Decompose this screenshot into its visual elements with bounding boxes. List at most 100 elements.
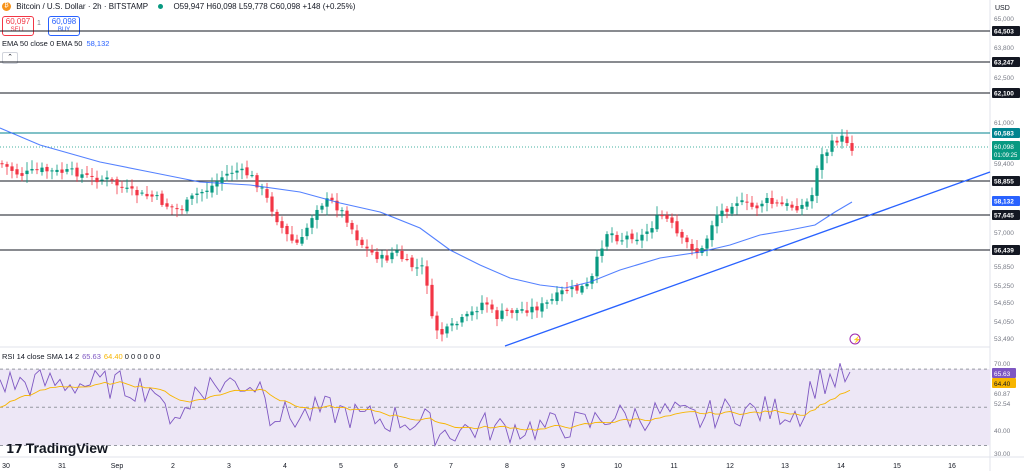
ema-value: 58,132	[86, 39, 110, 48]
candle-body	[300, 237, 304, 244]
chevron-up-icon: ⌃	[7, 54, 13, 61]
price-tick: 65,000	[994, 16, 1014, 23]
candle-body	[385, 255, 389, 261]
candle-body	[310, 218, 314, 228]
symbol-header[interactable]: ₿ Bitcoin / U.S. Dollar · 2h · BITSTAMP …	[0, 0, 355, 14]
time-tick: 16	[948, 463, 956, 470]
candle-body	[795, 205, 799, 211]
time-tick: 12	[726, 463, 734, 470]
countdown-label: 01:09:25	[994, 153, 1018, 159]
candle-body	[10, 166, 14, 171]
candle-body	[270, 196, 274, 212]
candle-body	[490, 304, 494, 310]
candle-body	[425, 266, 429, 286]
candle-body	[735, 203, 739, 206]
collapse-legend-button[interactable]: ⌃	[2, 52, 18, 64]
candle-body	[395, 250, 399, 253]
candle-body	[850, 143, 854, 151]
price-tick: 57,000	[994, 230, 1014, 237]
time-tick: 5	[339, 463, 343, 470]
time-tick: 6	[394, 463, 398, 470]
tradingview-brand: TradingView	[25, 440, 108, 456]
candle-body	[370, 249, 374, 253]
candle-body	[140, 192, 144, 194]
candle-body	[240, 168, 244, 171]
candle-body	[740, 200, 744, 203]
rsi-legend[interactable]: RSI 14 close SMA 14 2 65.63 64.40 0 0 0 0 …	[2, 352, 160, 361]
level-price-tag	[992, 176, 1020, 186]
level-price-label: 63,247	[994, 60, 1014, 67]
time-tick: 14	[837, 463, 845, 470]
candle-body	[645, 231, 649, 234]
candle-body	[680, 231, 684, 238]
level-price-label: 57,645	[994, 213, 1014, 220]
candle-body	[365, 246, 369, 249]
candle-body	[60, 169, 64, 173]
currency-label[interactable]: USD	[995, 5, 1010, 12]
time-tick: 10	[614, 463, 622, 470]
candle-body	[70, 168, 74, 170]
rsi-value-tag-label: 65.63	[994, 371, 1011, 378]
candle-body	[210, 185, 214, 193]
time-tick: 13	[781, 463, 789, 470]
candle-body	[470, 311, 474, 316]
candle-body	[670, 217, 674, 223]
candle-body	[575, 285, 579, 291]
level-price-tag	[992, 128, 1020, 138]
candle-body	[845, 136, 849, 144]
candle-body	[530, 306, 534, 313]
candle-body	[585, 283, 589, 287]
candle-body	[635, 239, 639, 242]
candle-body	[170, 206, 174, 208]
candle-body	[15, 169, 19, 175]
level-price-label: 60,583	[994, 131, 1014, 138]
candle-body	[145, 193, 149, 197]
candle-body	[275, 211, 279, 223]
candle-body	[745, 201, 749, 203]
candle-body	[570, 287, 574, 290]
candle-body	[355, 230, 359, 241]
price-tick: 55,850	[994, 264, 1014, 271]
candle-body	[85, 173, 89, 175]
candle-body	[50, 170, 54, 172]
candle-body	[95, 177, 99, 183]
level-price-label: 56,439	[994, 248, 1014, 255]
candle-body	[5, 164, 9, 167]
candle-body	[40, 167, 44, 173]
rsi-value: 65.63	[82, 352, 101, 361]
candle-body	[705, 238, 709, 249]
candle-body	[465, 313, 469, 317]
symbol-name[interactable]: Bitcoin / U.S. Dollar · 2h · BITSTAMP	[16, 2, 148, 11]
candle-body	[710, 225, 714, 241]
candle-body	[675, 221, 679, 234]
candle-body	[800, 204, 804, 209]
candle-body	[225, 173, 229, 176]
level-price-tag	[992, 210, 1020, 220]
candle-body	[560, 290, 564, 295]
ema-legend[interactable]: EMA 50 close 0 EMA 50 58,132	[2, 39, 109, 48]
rsi-line	[0, 363, 851, 448]
candle-body	[290, 234, 294, 241]
tv-mark-icon: 𝟭𝟳	[6, 442, 23, 456]
current-price-tag	[992, 141, 1020, 160]
buy-label: BUY	[57, 27, 71, 33]
candle-body	[700, 247, 704, 253]
candle-body	[515, 309, 519, 314]
buy-price: 60,098	[51, 17, 77, 26]
candle-body	[400, 250, 404, 260]
candle-body	[230, 172, 234, 174]
time-tick: 3	[227, 463, 231, 470]
candle-body	[480, 302, 484, 311]
bitcoin-icon: ₿	[2, 2, 11, 12]
time-tick: 9	[561, 463, 565, 470]
candle-body	[390, 252, 394, 260]
candle-body	[30, 168, 34, 171]
candle-body	[500, 310, 504, 319]
candle-body	[765, 197, 769, 203]
candle-body	[590, 276, 594, 284]
candle-body	[115, 179, 119, 186]
ema50-line	[0, 127, 853, 289]
candle-body	[125, 187, 129, 189]
candle-body	[750, 202, 754, 207]
